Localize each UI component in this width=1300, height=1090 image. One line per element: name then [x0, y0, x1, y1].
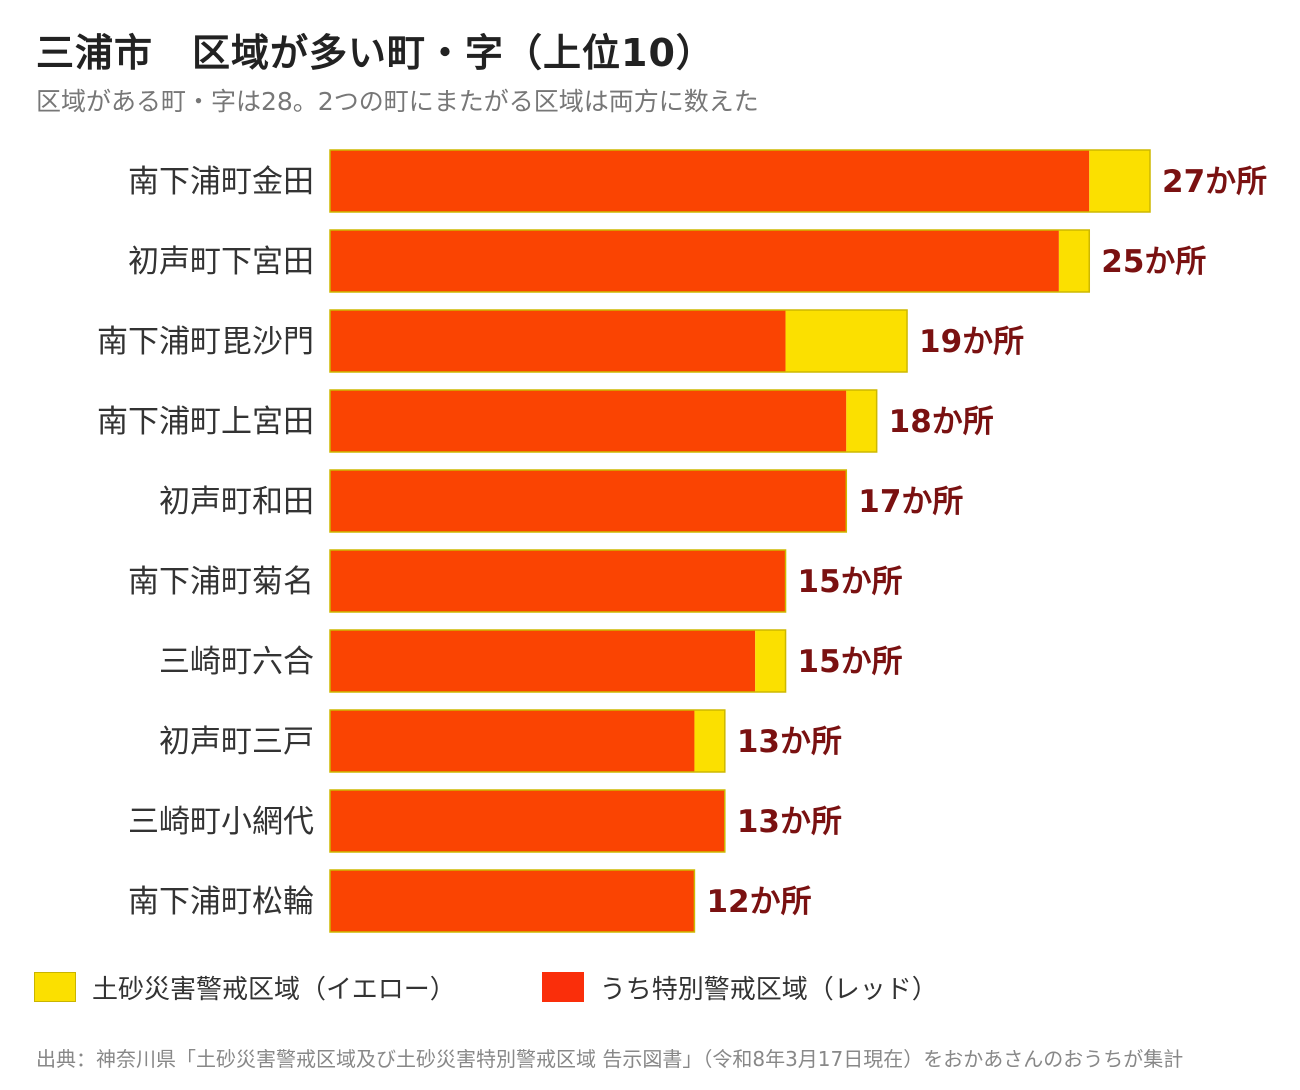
bar-group: 初声町下宮田 25か所	[128, 229, 1206, 293]
legend-item-yellow: 土砂災害警戒区域（イエロー）	[34, 969, 456, 1006]
category-label: 南下浦町金田	[128, 164, 314, 200]
bar-segment-red	[330, 710, 695, 772]
chart-title: 三浦市 区域が多い町・字（上位10）	[36, 31, 715, 75]
category-label: 南下浦町菊名	[128, 564, 314, 600]
bar-group: 南下浦町上宮田 18か所	[97, 389, 994, 453]
bar-outline	[329, 709, 726, 773]
bar-segment-yellow	[694, 710, 725, 772]
bar-segment-yellow	[755, 630, 786, 692]
bar-group: 南下浦町毘沙門 19か所	[97, 309, 1024, 373]
bar-outline	[329, 549, 787, 613]
bar-segment-red	[330, 630, 756, 692]
value-label: 13か所	[737, 804, 842, 840]
value-label: 15か所	[798, 644, 903, 680]
bar-outline	[329, 629, 787, 693]
legend-label-yellow: 土砂災害警戒区域（イエロー）	[92, 974, 456, 1005]
bar-segment-red	[330, 150, 1090, 212]
bar-segment-red	[330, 230, 1059, 292]
bar-segment-red	[330, 390, 847, 452]
value-label: 17か所	[858, 484, 963, 520]
bar-outline	[329, 149, 1151, 213]
bar-outline	[329, 229, 1091, 293]
bar-outline	[329, 389, 878, 453]
bar-segment-yellow	[846, 390, 877, 452]
bar-segment-yellow	[1058, 230, 1090, 292]
chart-subtitle: 区域がある町・字は28。2つの町にまたがる区域は両方に数えた	[36, 87, 759, 116]
bar-segment-yellow	[785, 310, 908, 372]
category-label: 初声町下宮田	[128, 244, 314, 280]
legend-item-red: うち特別警戒区域（レッド）	[541, 969, 938, 1006]
bar-group: 南下浦町菊名 15か所	[128, 549, 903, 613]
source-note: 出典：神奈川県「土砂災害警戒区域及び土砂災害特別警戒区域 告示図書」（令和8年3…	[36, 1047, 1184, 1071]
category-label: 南下浦町毘沙門	[97, 324, 314, 360]
value-label: 13か所	[737, 724, 842, 760]
bar-group: 南下浦町松輪 12か所	[128, 869, 812, 933]
legend: 土砂災害警戒区域（イエロー） うち特別警戒区域（レッド）	[34, 967, 1024, 1007]
bar-segment-red	[330, 790, 725, 852]
value-label: 27か所	[1162, 164, 1267, 200]
bar-group: 三崎町六合 15か所	[159, 629, 903, 693]
category-label: 初声町和田	[159, 484, 314, 520]
bar-outline	[329, 789, 726, 853]
bar-outline	[329, 869, 696, 933]
category-label: 南下浦町松輪	[128, 884, 314, 920]
bar-group: 初声町三戸 13か所	[159, 709, 842, 773]
category-label: 三崎町六合	[159, 644, 314, 680]
bar-group: 初声町和田 17か所	[159, 469, 963, 533]
category-label: 初声町三戸	[159, 724, 314, 760]
value-label: 12か所	[706, 884, 811, 920]
bar-segment-yellow	[1089, 150, 1150, 212]
bar-segment-red	[330, 470, 847, 532]
bar-segment-red	[330, 550, 786, 612]
value-label: 18か所	[889, 404, 994, 440]
value-label: 19か所	[919, 324, 1024, 360]
legend-swatch-yellow	[34, 972, 76, 1002]
value-label: 25か所	[1101, 244, 1206, 280]
bar-outline	[329, 309, 908, 373]
bar-segment-red	[330, 310, 786, 372]
category-label: 南下浦町上宮田	[97, 404, 314, 440]
value-label: 15か所	[798, 564, 903, 600]
bar-outline	[329, 469, 848, 533]
legend-label-red: うち特別警戒区域（レッド）	[599, 974, 938, 1005]
bar-group: 三崎町小網代 13か所	[128, 789, 842, 853]
bar-segment-red	[330, 870, 695, 932]
bar-group: 南下浦町金田 27か所	[128, 149, 1267, 213]
legend-swatch-red	[541, 972, 584, 1002]
category-label: 三崎町小網代	[128, 804, 314, 840]
